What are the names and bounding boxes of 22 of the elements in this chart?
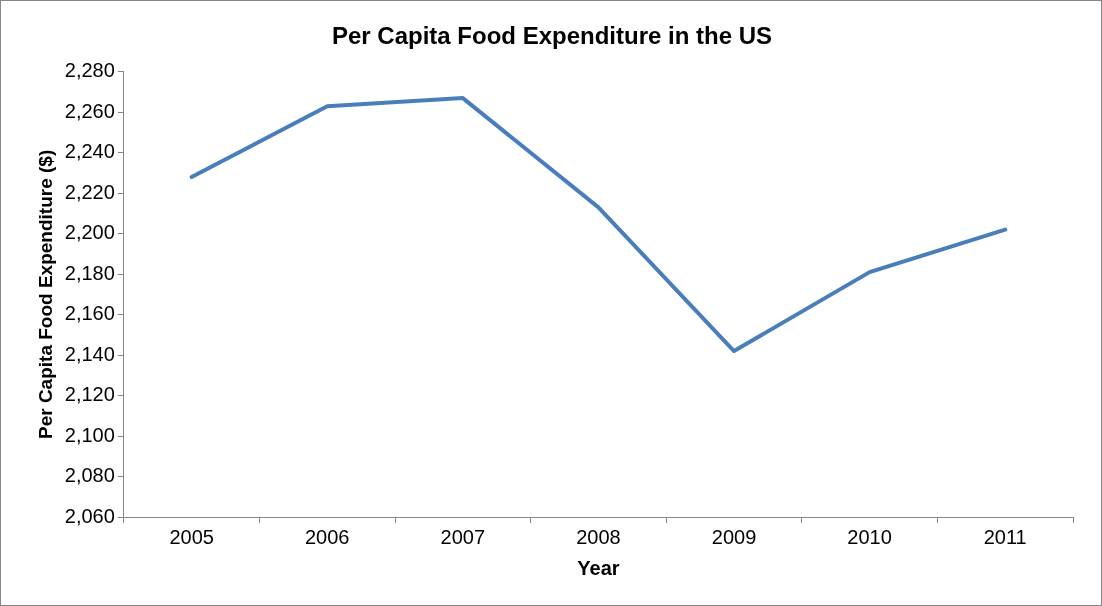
y-tick-label: 2,100 [64, 423, 115, 446]
y-axis-title: Per Capita Food Expenditure ($) [34, 149, 56, 440]
x-tick-label: 2006 [304, 525, 350, 548]
y-tick-label: 2,280 [64, 59, 115, 82]
y-tick-label: 2,160 [64, 302, 115, 325]
x-tick-label: 2010 [847, 525, 892, 548]
x-tick-label: 2007 [440, 525, 486, 548]
y-tick-label: 2,120 [64, 383, 115, 406]
x-tick-label: 2005 [169, 525, 214, 548]
y-tick-label: 2,180 [64, 261, 115, 284]
y-tick-label: 2,220 [64, 180, 115, 203]
y-tick-label: 2,260 [64, 99, 115, 122]
x-tick-label: 2011 [983, 525, 1027, 548]
x-axis-title: Year [577, 556, 620, 579]
x-tick-label: 2009 [711, 525, 757, 548]
x-tick-label: 2008 [576, 525, 621, 548]
y-tick-label: 2,060 [64, 504, 115, 527]
y-tick-label: 2,140 [64, 342, 115, 365]
chart-title: Per Capita Food Expenditure in the US [331, 22, 773, 50]
y-tick-label: 2,240 [64, 140, 115, 163]
y-tick-label: 2,080 [64, 464, 115, 487]
y-tick-label: 2,200 [64, 221, 115, 244]
